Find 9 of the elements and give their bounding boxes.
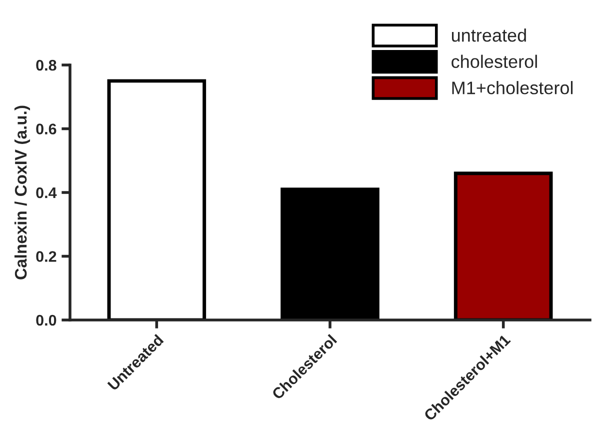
y-tick-label: 0.2 <box>36 251 56 262</box>
y-axis-title: Calnexin / CoxIV (a.u.) <box>14 106 30 280</box>
legend-label: cholesterol <box>452 54 537 68</box>
y-tick-label: 0.4 <box>36 187 57 198</box>
y-tick-label: 0.0 <box>36 314 56 326</box>
y-tick-label: 0.6 <box>36 124 56 134</box>
legend-label: untreated <box>452 28 526 42</box>
y-tick-label: 0.8 <box>36 60 56 71</box>
legend-label: M1+cholesterol <box>452 81 573 94</box>
